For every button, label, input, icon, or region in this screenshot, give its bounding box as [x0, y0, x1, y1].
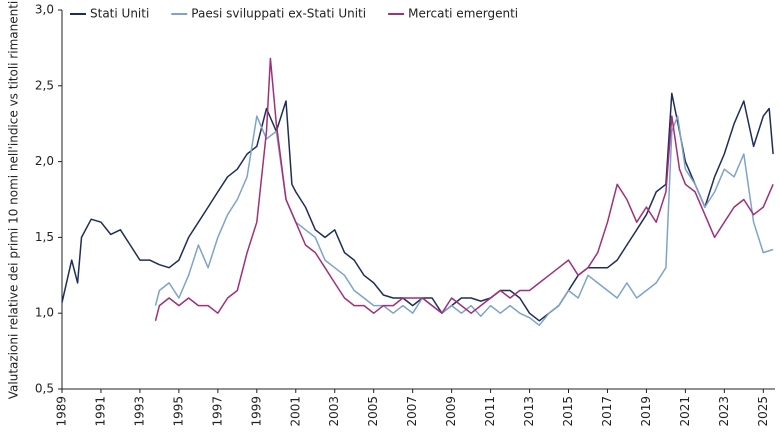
series-line [154, 57, 774, 321]
x-tick-label: 2015 [561, 396, 575, 427]
x-tick-label: 2011 [483, 396, 497, 427]
x-tick-label: 2019 [639, 396, 653, 427]
x-tick-label: 1995 [171, 396, 185, 427]
x-tick-label: 2003 [327, 396, 341, 427]
x-tick-label: 2007 [405, 396, 419, 427]
x-tick-label: 1989 [55, 396, 69, 427]
legend-label: Paesi sviluppati ex-Stati Uniti [191, 7, 366, 21]
legend-label: Stati Uniti [90, 7, 149, 21]
x-tick-label: 2021 [678, 396, 692, 427]
y-axis-title: Valutazioni relative dei primi 10 nomi n… [7, 1, 21, 400]
series-line [154, 115, 774, 327]
y-tick-label: 2,0 [35, 154, 54, 168]
x-tick-label: 2009 [444, 396, 458, 427]
x-tick-label: 1999 [249, 396, 263, 427]
series-line [61, 92, 774, 322]
legend-label: Mercati emergenti [408, 7, 518, 21]
x-tick-label: 1993 [132, 396, 146, 427]
x-tick-label: 2005 [366, 396, 380, 427]
x-tick-label: 1991 [93, 396, 107, 427]
x-tick-label: 2013 [522, 396, 536, 427]
y-tick-label: 1,5 [35, 230, 54, 244]
y-tick-label: 2,5 [35, 78, 54, 92]
x-tick-label: 2025 [756, 396, 770, 427]
y-tick-label: 1,0 [35, 306, 54, 320]
x-tick-label: 2023 [717, 396, 731, 427]
x-tick-label: 1997 [210, 396, 224, 427]
x-tick-label: 2017 [600, 396, 614, 427]
x-tick-label: 2001 [288, 396, 302, 427]
y-tick-label: 3,0 [35, 3, 54, 17]
y-tick-label: 0,5 [35, 382, 54, 396]
